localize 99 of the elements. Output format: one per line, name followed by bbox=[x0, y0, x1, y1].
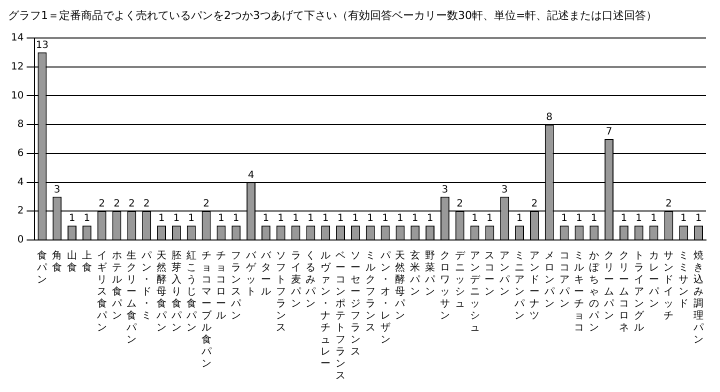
data-label: 1 bbox=[292, 213, 299, 224]
x-tick-label: クリームパン bbox=[603, 250, 616, 322]
x-tick-label: パン・ド・ミ bbox=[140, 250, 153, 322]
data-label: 1 bbox=[262, 213, 270, 224]
category-label: チョコマーブル食パン bbox=[201, 250, 212, 370]
x-tick-label: ミミサンド bbox=[678, 250, 689, 310]
x-tick-label: サンドイッチ bbox=[664, 250, 674, 322]
data-label: 1 bbox=[426, 213, 434, 224]
data-label: 1 bbox=[695, 213, 702, 224]
data-label: 1 bbox=[158, 213, 165, 224]
x-tick-label: フランスパン bbox=[230, 250, 242, 322]
data-label: 13 bbox=[36, 40, 49, 52]
x-tick-label: クロワッサン bbox=[440, 250, 450, 322]
x-tick-label: 玄米パン bbox=[409, 250, 422, 298]
x-tick-label: かぼちゃのパン bbox=[588, 250, 600, 334]
x-tick-label: ココアパン bbox=[558, 250, 570, 310]
data-label: 1 bbox=[576, 213, 582, 224]
data-label: 4 bbox=[248, 170, 254, 181]
y-tick-label: 8 bbox=[17, 119, 24, 130]
data-label: 2 bbox=[98, 198, 106, 210]
data-label: 1 bbox=[382, 213, 388, 224]
data-label: 2 bbox=[114, 198, 120, 210]
data-label: 1 bbox=[367, 213, 374, 224]
data-label: 1 bbox=[472, 213, 478, 224]
x-tick-label: 山食 bbox=[67, 250, 78, 274]
data-label: 1 bbox=[620, 213, 628, 224]
data-label: 8 bbox=[546, 112, 553, 124]
y-tick-label: 10 bbox=[10, 90, 24, 102]
data-label: 3 bbox=[501, 184, 508, 196]
y-tick-label: 2 bbox=[17, 206, 24, 217]
data-label: 2 bbox=[128, 198, 135, 210]
data-label: 1 bbox=[188, 213, 195, 224]
data-label: 1 bbox=[218, 213, 224, 224]
data-label: 2 bbox=[456, 198, 464, 210]
data-label: 2 bbox=[203, 198, 210, 210]
x-tick-label: ソフトフランス bbox=[276, 250, 286, 334]
data-label: 1 bbox=[636, 213, 642, 224]
y-tick-label: 14 bbox=[10, 32, 24, 44]
x-tick-label: 食パン bbox=[36, 250, 48, 286]
data-label: 1 bbox=[412, 213, 418, 224]
data-label: 1 bbox=[650, 213, 657, 224]
category-label: ルヴァン・ナチュレー bbox=[320, 250, 331, 370]
y-tick-label: 12 bbox=[10, 61, 24, 72]
x-tick-label: 天然酵母食パン bbox=[156, 250, 168, 334]
x-tick-label: ミルキーチョコ bbox=[574, 250, 584, 334]
x-tick-label: クリームコロネ bbox=[618, 250, 629, 334]
data-label: 1 bbox=[308, 213, 314, 224]
data-label: 1 bbox=[352, 213, 359, 224]
x-tick-label: カレーパン bbox=[648, 250, 660, 310]
x-tick-label: ミニアンパン bbox=[514, 250, 526, 322]
y-tick-label: 4 bbox=[17, 176, 24, 188]
data-label: 1 bbox=[84, 213, 90, 224]
x-tick-label: 生クリーム食パン bbox=[126, 250, 138, 346]
x-tick-label: バタール bbox=[260, 250, 272, 298]
x-tick-label: パン・オ・レザン bbox=[379, 250, 392, 346]
y-tick-label: 0 bbox=[17, 234, 24, 246]
data-label: 1 bbox=[68, 213, 76, 224]
x-tick-label: 上食 bbox=[82, 250, 92, 274]
x-tick-label: 焼き込み調理パン bbox=[692, 250, 705, 346]
data-label: 1 bbox=[322, 213, 329, 224]
y-tick-label: 6 bbox=[17, 148, 24, 160]
data-label: 1 bbox=[590, 213, 598, 224]
category-label: ソーセージフランス bbox=[350, 250, 360, 358]
x-tick-label: 角食 bbox=[52, 250, 62, 274]
chart-title: グラフ1＝定番商品でよく売れているパンを2つか3つあげて下さい（有効回答ベーカリー数30軒、単位=軒、記述または口述回答） bbox=[8, 8, 658, 24]
x-tick-label: アンパン bbox=[498, 250, 511, 298]
x-tick-label: スコーン bbox=[484, 250, 495, 298]
x-tick-label: ミルクフランス bbox=[365, 250, 376, 334]
x-tick-label: ホテル食パン bbox=[110, 250, 123, 322]
data-label: 2 bbox=[666, 198, 672, 210]
x-tick-label: くるみパン bbox=[304, 250, 317, 310]
data-label: 1 bbox=[232, 213, 240, 224]
data-label: 1 bbox=[173, 213, 180, 224]
data-label: 3 bbox=[442, 184, 448, 196]
x-tick-label: 紅こうじ食パン bbox=[185, 250, 198, 334]
data-label: 1 bbox=[278, 213, 284, 224]
x-tick-label: デニッシュ bbox=[454, 250, 466, 310]
category-label: ベーコンポテトフランス bbox=[336, 250, 346, 382]
data-label: 1 bbox=[516, 213, 523, 224]
data-label: 1 bbox=[561, 213, 568, 224]
x-tick-label: 胚芽入り食パン bbox=[170, 250, 182, 334]
data-label: 1 bbox=[680, 213, 687, 224]
x-tick-label: トライアングル bbox=[634, 250, 645, 334]
x-tick-label: 野菜パン bbox=[424, 250, 436, 298]
x-tick-label: チョコロール bbox=[216, 250, 226, 322]
x-tick-label: メロンパン bbox=[543, 250, 556, 310]
x-tick-label: イギリス食パン bbox=[96, 250, 108, 334]
data-label: 1 bbox=[337, 213, 344, 224]
data-label: 3 bbox=[54, 184, 60, 196]
x-tick-label: バゲット bbox=[245, 250, 258, 298]
x-tick-label: アンデニッシュ bbox=[470, 250, 481, 334]
data-label: 1 bbox=[486, 213, 493, 224]
data-label: 1 bbox=[397, 213, 404, 224]
x-tick-label: アンドーナツ bbox=[529, 250, 540, 322]
data-label: 7 bbox=[606, 126, 612, 138]
x-tick-label: ライ麦パン bbox=[290, 250, 302, 310]
data-label: 2 bbox=[143, 198, 150, 210]
x-tick-label: 天然酵母パン bbox=[394, 250, 406, 322]
data-label: 2 bbox=[531, 198, 538, 210]
